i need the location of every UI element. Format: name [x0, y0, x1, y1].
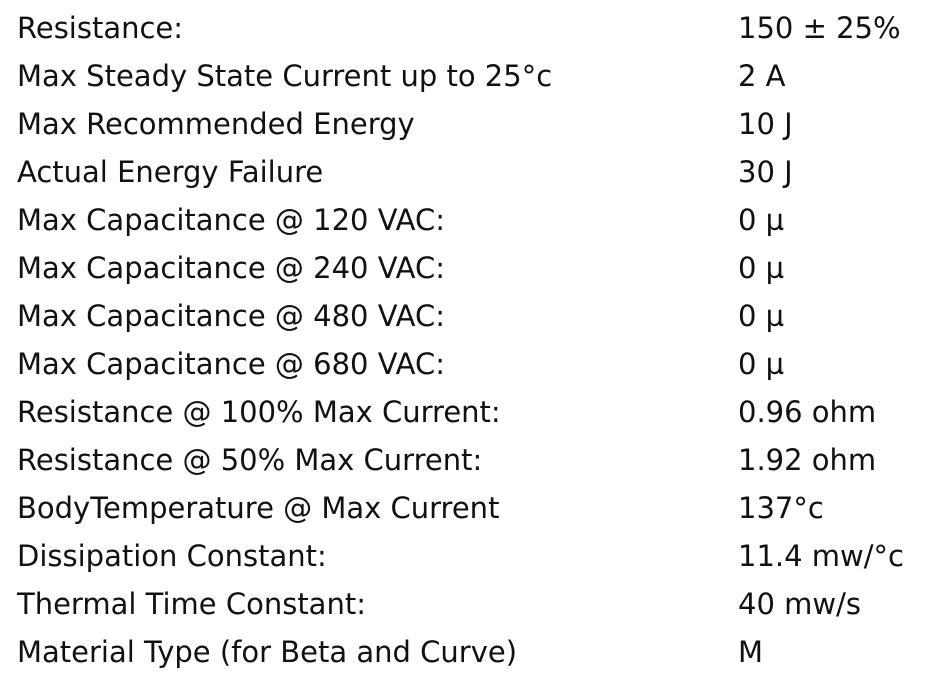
- row-value: 0 µ: [738, 203, 785, 237]
- row-value: 40 mw/s: [738, 587, 861, 621]
- row-value: 0.96 ohm: [738, 395, 877, 429]
- row-label: Max Capacitance @ 120 VAC:: [17, 203, 446, 237]
- row-value: 0 µ: [738, 299, 785, 333]
- row-value: 150 ± 25%: [738, 11, 901, 45]
- row-label: Dissipation Constant:: [17, 539, 327, 573]
- row-value: 137°c: [738, 491, 824, 525]
- row-value: 0 µ: [738, 347, 785, 381]
- row-label: Resistance @ 100% Max Current:: [17, 395, 501, 429]
- row-value: 30 J: [738, 155, 793, 189]
- row-label: Resistance @ 50% Max Current:: [17, 443, 483, 477]
- row-value: 2 A: [738, 59, 786, 93]
- row-value: 1.92 ohm: [738, 443, 877, 477]
- row-label: Thermal Time Constant:: [17, 587, 366, 621]
- row-label: Max Capacitance @ 480 VAC:: [17, 299, 446, 333]
- row-label: Actual Energy Failure: [17, 155, 324, 189]
- row-label: Max Recommended Energy: [17, 107, 415, 141]
- row-label: Max Capacitance @ 680 VAC:: [17, 347, 446, 381]
- row-label: Max Steady State Current up to 25°c: [17, 59, 553, 93]
- row-label: Resistance:: [17, 11, 184, 45]
- row-label: Max Capacitance @ 240 VAC:: [17, 251, 446, 285]
- row-value: M: [738, 635, 764, 669]
- row-label: BodyTemperature @ Max Current: [17, 491, 500, 525]
- row-label: Material Type (for Beta and Curve): [17, 635, 518, 669]
- row-value: 0 µ: [738, 251, 785, 285]
- row-value: 11.4 mw/°c: [738, 539, 904, 573]
- row-value: 10 J: [738, 107, 793, 141]
